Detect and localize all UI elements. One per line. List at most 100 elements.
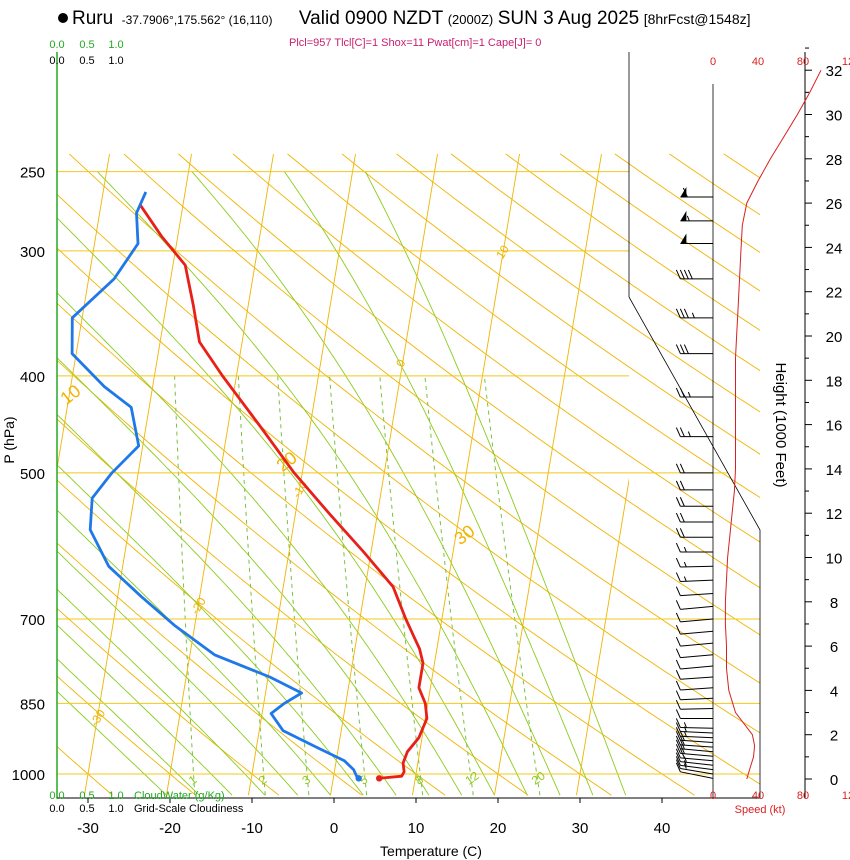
wind-barb — [676, 670, 713, 679]
wind-barb-staff — [680, 753, 713, 756]
wind-barb-flag — [676, 670, 680, 679]
x-tick-label: 20 — [490, 820, 507, 837]
speed-tick-label-top: 40 — [752, 56, 764, 68]
mixing-ratio-line — [175, 376, 195, 795]
height-tick-label: 24 — [826, 240, 843, 257]
isotherm-line — [2, 154, 109, 795]
wind-barb-flag — [688, 270, 692, 279]
wind-barb — [676, 649, 713, 658]
wind-barb-flag — [676, 691, 680, 700]
cloudiness-tick-bottom: 0.5 — [79, 803, 94, 815]
isotherm-label: -30 — [87, 707, 108, 729]
cloud-water-tick-bottom: 0.5 — [79, 790, 94, 802]
wind-barb-staff — [680, 688, 713, 690]
wind-barb — [676, 528, 713, 537]
cloudiness-tick-bottom: 0.0 — [49, 803, 64, 815]
mixing-ratio-label: 1 — [186, 772, 200, 787]
wind-barb-flag — [676, 464, 680, 473]
wind-barb-half-flag — [688, 392, 690, 397]
dry-adiabat-line — [506, 154, 850, 795]
cloud-water-tick-top: 1.0 — [108, 39, 123, 51]
cloud-water-tick-top: 0.5 — [79, 39, 94, 51]
wind-barb-staff — [680, 708, 713, 709]
wind-barb — [676, 718, 713, 728]
wind-barb-flag — [676, 709, 680, 718]
wind-barb-flag — [676, 649, 680, 658]
wind-barb-flag — [680, 428, 684, 437]
height-tick-label: 14 — [826, 462, 843, 479]
moist-adiabats — [0, 172, 626, 796]
mixing-ratio-label: 12 — [463, 768, 482, 787]
moist-adiabat-line — [97, 172, 527, 796]
wind-barb — [676, 464, 713, 473]
wind-barb-staff — [680, 666, 713, 669]
wind-barb-flag — [676, 388, 680, 397]
speed-tick-label-top: 12 — [842, 56, 850, 68]
wind-barb-flag — [680, 513, 684, 522]
wind-barb — [676, 587, 713, 596]
height-tick-label: 0 — [830, 772, 838, 789]
wind-barb-staff — [680, 606, 713, 609]
mixing-ratio-label: 2 — [256, 772, 270, 787]
moist-adiabat-line — [0, 172, 331, 796]
isotherm-line — [84, 154, 191, 795]
wind-barb — [676, 613, 713, 622]
speed-axis-title: Speed (kt) — [735, 804, 786, 816]
isotherm-label: 10 — [493, 242, 512, 261]
height-tick-label: 28 — [826, 152, 843, 169]
pressure-tick-label: 500 — [20, 466, 45, 483]
wind-barb — [676, 309, 713, 318]
cloudiness-tick-top: 0.5 — [79, 55, 94, 67]
pressure-tick-label: 850 — [20, 696, 45, 713]
mixing-ratio-line — [278, 376, 309, 795]
x-axis-title: Temperature (C) — [380, 843, 482, 859]
height-tick-label: 26 — [826, 196, 843, 213]
x-tick-label: -10 — [241, 820, 263, 837]
mixing-ratio-lines — [175, 376, 540, 795]
cloud-water-tick-top: 0.0 — [49, 39, 64, 51]
height-tick-label: 32 — [826, 63, 843, 80]
wind-barb-flag — [680, 481, 684, 490]
height-tick-label: 10 — [826, 551, 843, 568]
wind-barb — [676, 691, 713, 700]
speed-tick-label-bottom: 80 — [797, 790, 809, 802]
moist-adiabat-label: 10 — [56, 381, 84, 409]
isotherm-line — [576, 154, 683, 795]
isopleth-labels: 123581220100-10-20-300102030 — [0, 242, 548, 787]
cloud-water-tick-bottom: 0.0 — [49, 790, 64, 802]
cloud-water-label: CloudWater (g/Kg) — [134, 790, 225, 802]
wind-barb-flag — [676, 744, 680, 753]
wind-barb-staff — [680, 655, 713, 658]
wind-barb-flag — [676, 573, 680, 582]
cloudiness-tick-top: 0.0 — [49, 55, 64, 67]
surface-dewpoint-point — [355, 775, 361, 781]
speed-tick-label-bottom: 0 — [710, 790, 716, 802]
wind-barb-staff — [680, 677, 713, 679]
pressure-tick-label: 250 — [20, 165, 45, 182]
wind-barb-flag — [676, 528, 680, 537]
moist-adiabat-line — [0, 172, 429, 796]
isotherm-line — [658, 154, 765, 795]
x-tick-label: 30 — [572, 820, 589, 837]
wind-barb — [676, 600, 713, 609]
wind-barb-flag — [676, 428, 680, 437]
mixing-ratio-line — [330, 376, 367, 795]
height-tick-label: 4 — [830, 683, 838, 700]
height-tick-label: 12 — [826, 506, 843, 523]
cloud-water-tick-bottom: 1.0 — [108, 790, 123, 802]
wind-barb-half-flag — [687, 216, 689, 221]
speed-tick-label-bottom: 40 — [752, 790, 764, 802]
height-tick-label: 20 — [826, 329, 843, 346]
wind-barb — [676, 700, 713, 709]
x-tick-label: 0 — [330, 820, 338, 837]
wind-barb-flag — [676, 543, 680, 552]
isobars — [57, 172, 760, 774]
isotherm-line — [166, 154, 273, 795]
wind-barb-flag — [680, 464, 684, 473]
wind-barb-staff — [680, 580, 713, 581]
pressure-tick-label: 1000 — [12, 767, 45, 784]
wind-barb — [680, 234, 713, 244]
wind-barb-flag — [676, 681, 680, 690]
speed-tick-label-bottom: 12 — [842, 790, 850, 802]
height-tick-label: 30 — [826, 108, 843, 125]
